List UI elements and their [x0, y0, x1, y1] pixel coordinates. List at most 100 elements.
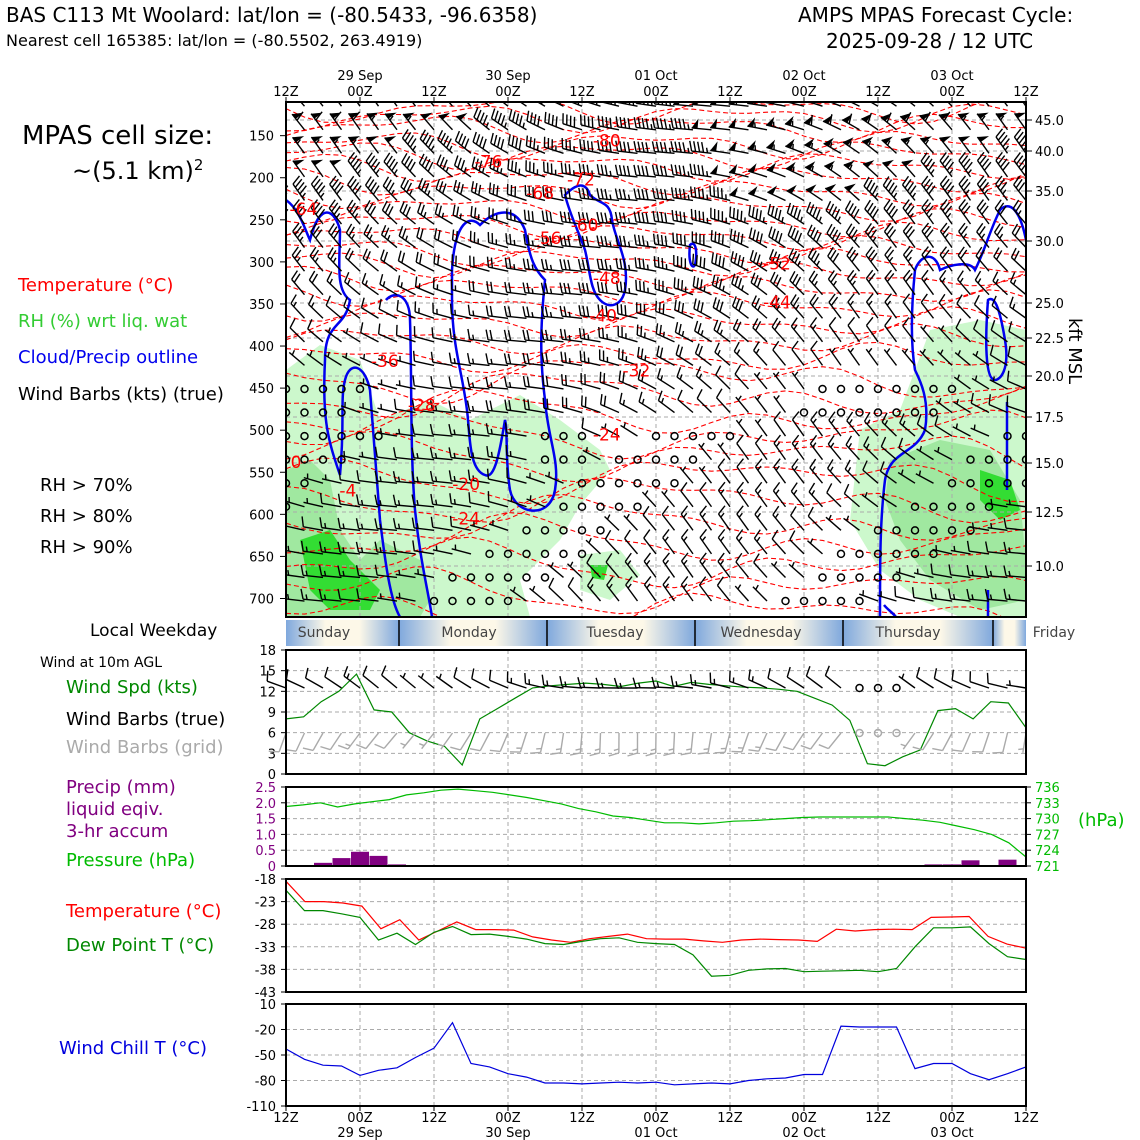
- barb-full: [429, 447, 434, 459]
- wind-barb: [748, 669, 768, 689]
- wind-barb: [300, 478, 309, 488]
- barb-full: [496, 136, 501, 148]
- barb-full: [545, 352, 549, 364]
- barb-full: [790, 506, 797, 516]
- wind-barb: [411, 517, 435, 532]
- weekday-segment: [286, 620, 399, 646]
- barb-full: [401, 252, 406, 264]
- barb-full: [442, 159, 448, 170]
- barb-half: [463, 167, 467, 173]
- barb-shaft: [847, 325, 861, 343]
- barb-full: [567, 188, 571, 199]
- barb-full: [508, 400, 512, 411]
- barb-shaft: [846, 420, 861, 437]
- barb-full: [286, 206, 287, 207]
- barb-shaft: [360, 331, 379, 343]
- barb-shaft: [432, 526, 453, 532]
- barb-full: [641, 117, 645, 129]
- wind-barb: [637, 369, 657, 390]
- barb-full: [911, 587, 915, 598]
- barb-full: [996, 226, 1004, 236]
- wind-barb: [614, 455, 624, 464]
- barb-shaft: [344, 281, 361, 296]
- barb-half: [305, 546, 308, 552]
- barb-full: [966, 564, 970, 576]
- barb-full: [995, 128, 1004, 138]
- wind-barb: [956, 294, 972, 319]
- barb-full: [717, 552, 725, 562]
- wind-barb: [374, 541, 398, 555]
- wind-barb: [710, 118, 731, 131]
- wind-barb: [864, 222, 879, 249]
- wind-barb: [506, 208, 527, 225]
- barb-full: [589, 752, 600, 757]
- y-tick-label: 0: [268, 768, 276, 783]
- barb-flag: [958, 136, 971, 143]
- wind-barb: [836, 549, 846, 559]
- barb-full: [384, 227, 390, 238]
- wind-barb: [730, 251, 749, 272]
- barb-full: [979, 178, 987, 188]
- calm-circle: [318, 408, 328, 417]
- barb-full: [349, 155, 358, 165]
- temp-contour: [286, 306, 1026, 338]
- calm-circle: [836, 573, 846, 582]
- wind-barb: [862, 460, 879, 484]
- barb-full: [268, 750, 280, 753]
- wind-barb: [503, 376, 527, 390]
- barb-full: [300, 588, 304, 600]
- barb-flag: [766, 139, 776, 150]
- barb-full: [865, 269, 874, 279]
- wind-barb: [674, 321, 694, 343]
- barb-half: [407, 115, 412, 121]
- barb-full: [374, 470, 378, 482]
- barb-full: [476, 109, 482, 121]
- barb-full: [651, 676, 656, 688]
- wind-barb: [448, 376, 472, 390]
- barb-half: [886, 300, 892, 306]
- wind-chill-panel: 10-20-50-80-110: [246, 998, 1027, 1115]
- wind-barb: [711, 252, 731, 272]
- wind-barb: [790, 317, 805, 343]
- wind-barb: [752, 584, 768, 602]
- wind-barb: [656, 345, 675, 367]
- wind-barb: [416, 226, 435, 249]
- barb-shaft: [356, 102, 361, 107]
- wind-barb: [560, 186, 583, 202]
- barb-full: [678, 141, 682, 153]
- barb-full: [699, 481, 707, 492]
- barb-half: [810, 142, 814, 149]
- barb-shaft: [883, 207, 898, 225]
- barb-full: [317, 185, 326, 195]
- bottom-hour-label: 12Z: [1013, 1111, 1039, 1126]
- barb-full: [752, 229, 756, 240]
- wind-barb: [310, 199, 326, 225]
- wind-barb: [430, 516, 453, 532]
- barb-shaft: [365, 732, 380, 749]
- barb-full: [674, 321, 679, 333]
- calm-circle: [892, 549, 901, 559]
- barb-shaft: [438, 114, 454, 131]
- barb-half: [568, 311, 571, 318]
- wind-barb: [785, 161, 805, 178]
- wind-barb: [715, 365, 731, 390]
- wind-barb: [984, 588, 1008, 602]
- barb-full: [406, 182, 413, 193]
- barb-full: [466, 352, 471, 364]
- barb-full: [567, 236, 571, 247]
- wind-barb: [486, 445, 509, 461]
- barb-shaft: [754, 490, 768, 508]
- wind-barb: [355, 541, 379, 555]
- barb-shaft: [791, 443, 805, 461]
- barb-shaft: [735, 419, 750, 437]
- barb-half: [967, 169, 972, 175]
- wind-barb: [569, 732, 583, 756]
- barb-half: [900, 469, 904, 475]
- barb-half: [513, 264, 516, 270]
- temp-label: -24: [593, 425, 621, 445]
- barb-full: [677, 278, 680, 290]
- barb-full: [788, 248, 795, 259]
- wind-barb: [597, 304, 620, 319]
- barb-full: [1002, 138, 1010, 148]
- barb-full: [449, 515, 453, 527]
